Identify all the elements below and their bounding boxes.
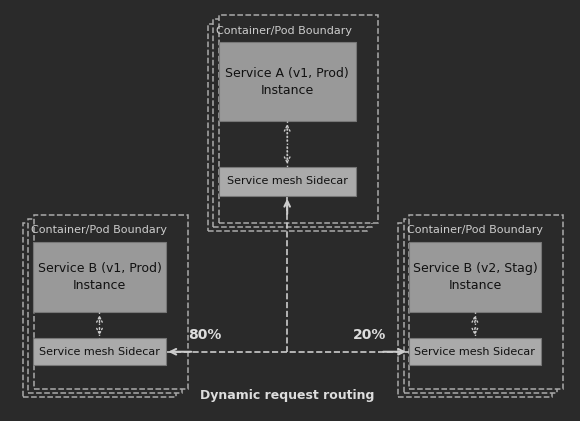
Bar [409,338,541,365]
Text: Container/Pod Boundary: Container/Pod Boundary [216,26,352,36]
Bar [34,338,165,365]
Bar [28,219,182,393]
Bar [34,215,188,389]
Text: Service B (v1, Prod)
Instance: Service B (v1, Prod) Instance [38,262,161,292]
Text: Service A (v1, Prod)
Instance: Service A (v1, Prod) Instance [225,67,349,97]
Text: Service mesh Sidecar: Service mesh Sidecar [415,347,535,357]
Text: 20%: 20% [353,328,386,342]
Text: Service mesh Sidecar: Service mesh Sidecar [39,347,160,357]
Bar [213,19,372,227]
Bar [409,242,541,312]
Bar [404,219,557,393]
Text: 80%: 80% [188,328,222,342]
Bar [34,242,165,312]
Bar [219,167,356,196]
Text: Container/Pod Boundary: Container/Pod Boundary [31,225,167,235]
Bar [219,42,356,121]
Text: Service B (v2, Stag)
Instance: Service B (v2, Stag) Instance [412,262,537,292]
Bar [409,215,563,389]
Text: Service mesh Sidecar: Service mesh Sidecar [227,176,347,187]
Text: Container/Pod Boundary: Container/Pod Boundary [407,225,543,235]
Text: Dynamic request routing: Dynamic request routing [200,389,374,402]
Bar [219,15,378,223]
Bar [208,24,367,231]
Bar [398,223,552,397]
Bar [23,223,176,397]
